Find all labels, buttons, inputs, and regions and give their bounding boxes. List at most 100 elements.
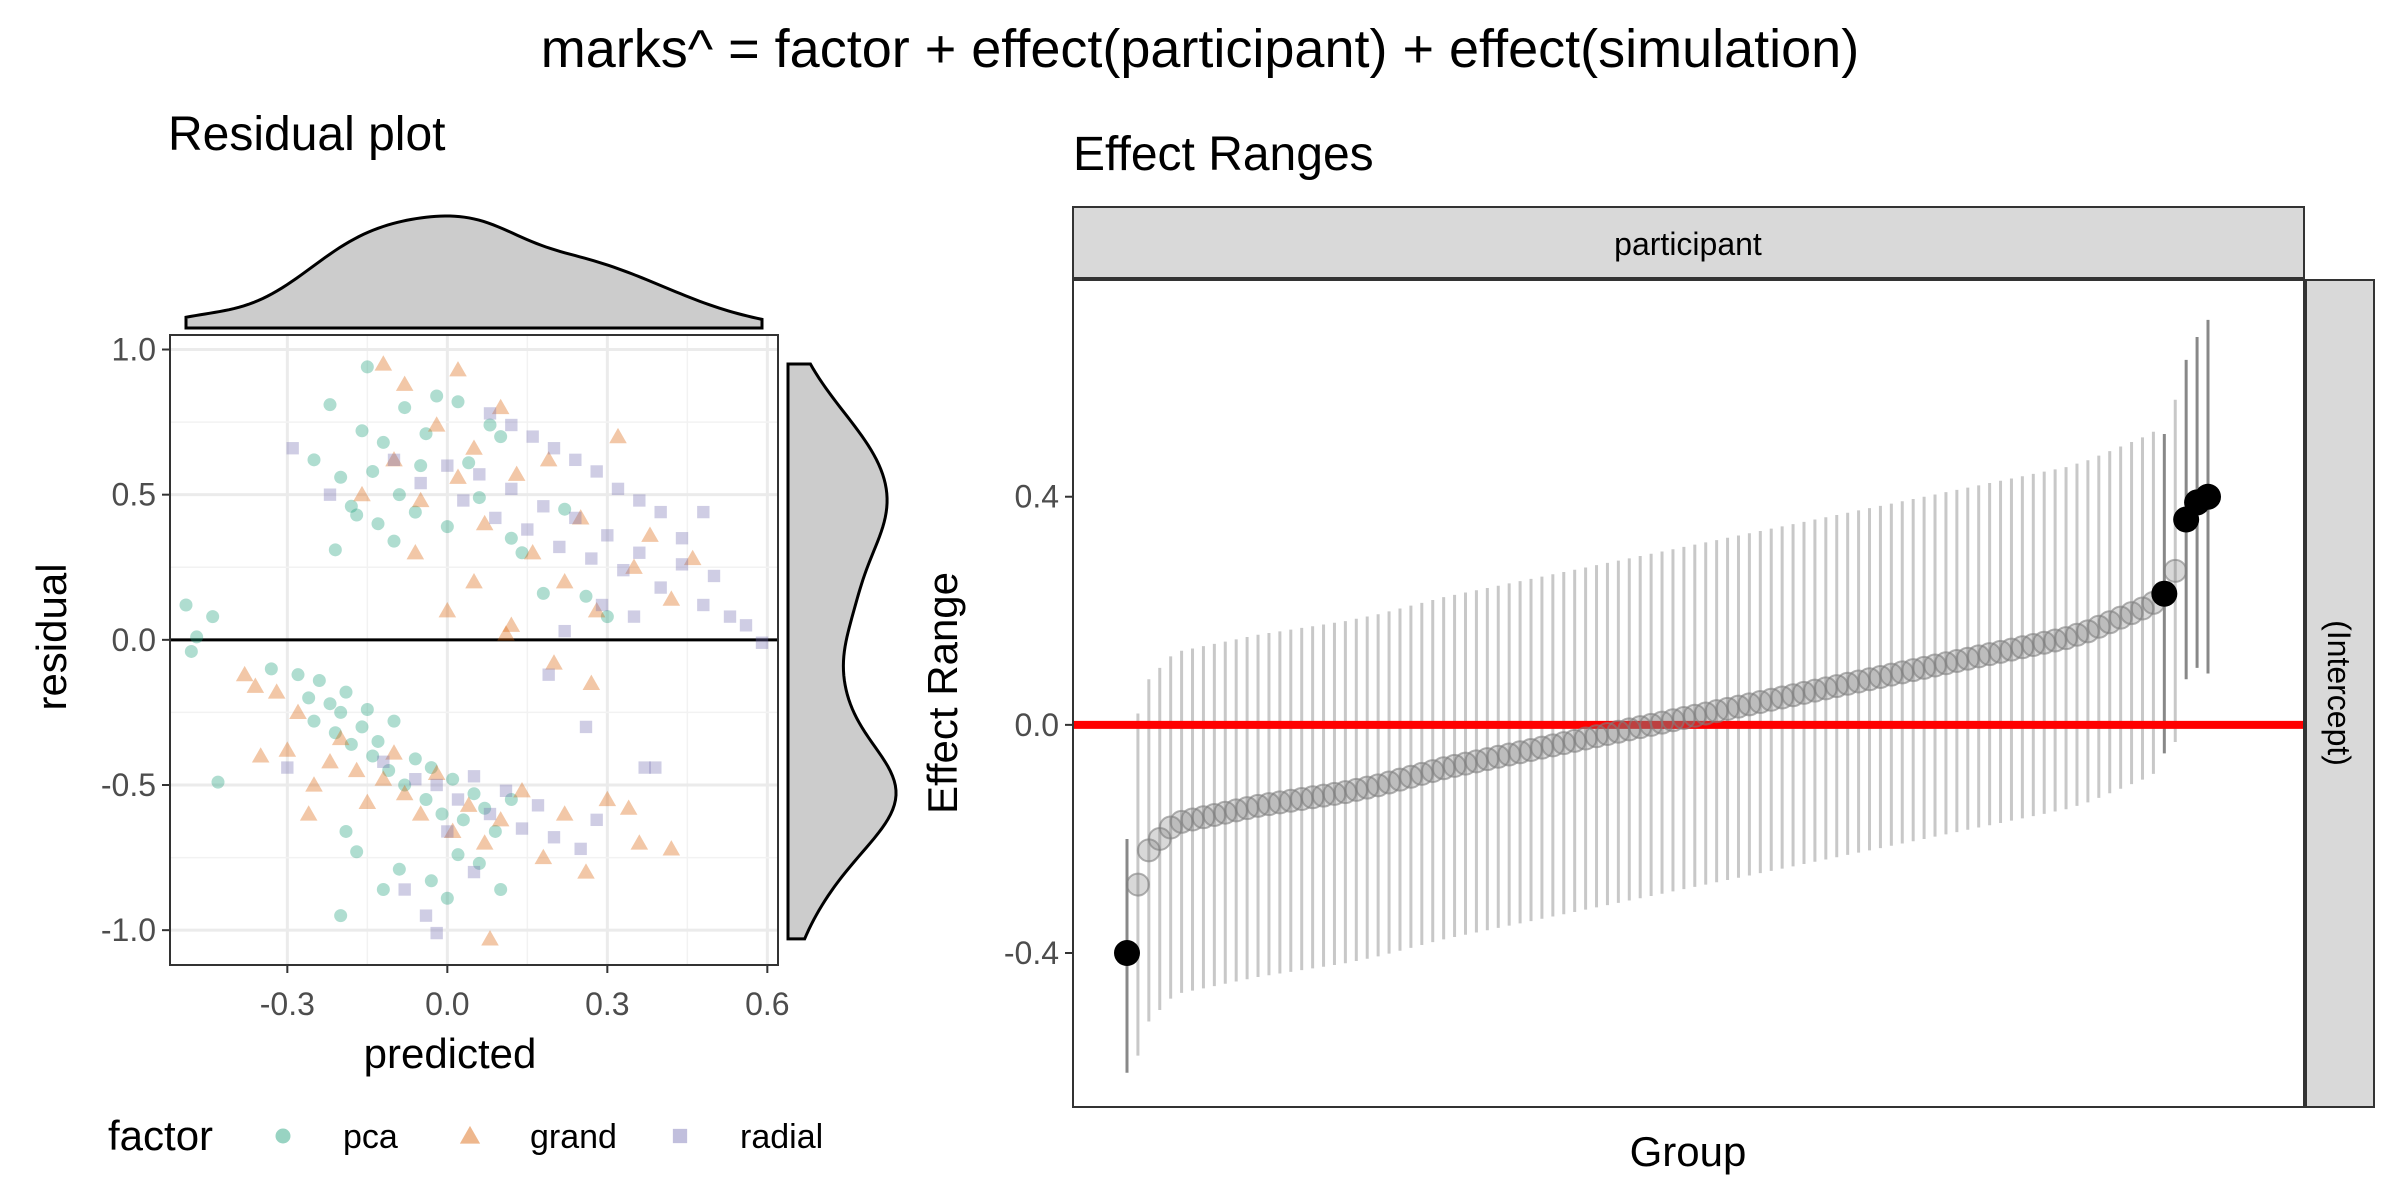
grand-point	[481, 930, 499, 946]
residual-plot-title: Residual plot	[168, 108, 446, 161]
grand-point	[502, 616, 521, 632]
facet-strip-right	[2305, 279, 2375, 1108]
grand-point	[491, 811, 510, 827]
pca-point	[371, 734, 385, 748]
y-tick-label: 1.0	[112, 332, 156, 368]
radial-point	[579, 720, 593, 734]
y-tick-label: -1.0	[101, 912, 156, 948]
radial-point	[323, 488, 337, 501]
y-tick-label: -0.5	[101, 767, 156, 803]
x-tick-label: -0.3	[260, 986, 315, 1022]
grand-point	[662, 590, 681, 606]
radial-point	[585, 552, 598, 565]
grand-point	[577, 863, 595, 879]
grand-point	[246, 677, 265, 693]
legend-label: radial	[740, 1118, 823, 1156]
pca-point	[472, 491, 486, 505]
pca-point	[600, 610, 614, 624]
radial-point	[627, 610, 641, 623]
grand-point	[523, 543, 542, 560]
y-tick-label: 0.0	[112, 622, 156, 658]
pca-point	[376, 435, 390, 449]
radial-point	[601, 529, 614, 542]
legend-label: pca	[343, 1118, 398, 1156]
radial-point	[595, 598, 609, 612]
grand-point	[534, 848, 553, 865]
residual-x-ticks: -0.3 0.0 0.3 0.6	[260, 965, 790, 1022]
grand-point	[641, 526, 659, 542]
radial-point	[526, 430, 539, 443]
grand-point	[475, 514, 494, 531]
radial-point	[553, 540, 566, 554]
grand-point	[609, 427, 627, 444]
radial-point	[649, 761, 662, 774]
x-tick-label: 0.6	[745, 986, 789, 1022]
pca-point	[472, 856, 486, 870]
grand-point	[267, 683, 286, 699]
effect-y-tick-label: 0.0	[1015, 707, 1059, 743]
grand-point	[497, 625, 515, 641]
pca-point	[206, 610, 220, 624]
pca-point	[211, 775, 225, 789]
radial-point	[531, 799, 545, 812]
grand-point	[465, 439, 483, 455]
effect-points	[1114, 483, 2221, 967]
pca-point	[334, 470, 348, 484]
radial-point	[675, 532, 689, 545]
effect-y-label: Effect Range	[919, 572, 966, 814]
pca-point	[494, 430, 508, 444]
grand-point	[331, 729, 350, 746]
pca-point	[344, 737, 358, 751]
grand-point	[374, 770, 393, 786]
pca-point	[392, 488, 406, 502]
grand-point	[353, 485, 371, 502]
effect-point	[1125, 872, 1150, 897]
pca-point	[382, 763, 396, 777]
radial-point	[633, 494, 646, 507]
residual-panel-frame	[169, 334, 779, 966]
pca-point	[366, 749, 380, 763]
grand-point	[465, 572, 483, 589]
effect-panel-frame	[1072, 279, 2305, 1108]
pca-point	[307, 714, 321, 728]
pca-point	[419, 427, 433, 441]
pca-point	[302, 691, 316, 705]
radial-point	[515, 822, 529, 835]
radial-point	[723, 610, 737, 623]
grand-point	[427, 416, 446, 432]
radial-point	[398, 883, 411, 896]
pca-point	[366, 464, 380, 478]
radial-point	[574, 842, 587, 856]
radial-point	[697, 598, 710, 612]
grand-point	[443, 822, 462, 839]
grand-point	[555, 805, 574, 821]
effect-y-tick-label: -0.4	[1004, 935, 1059, 971]
radial-point	[430, 778, 443, 792]
grand-point	[625, 558, 643, 574]
effect-point	[2130, 596, 2155, 621]
radial-point	[654, 581, 667, 594]
pca-point	[408, 752, 422, 766]
pca-point	[456, 813, 470, 827]
grand-point	[385, 744, 403, 760]
grand-point	[475, 834, 494, 850]
radial-point	[286, 442, 299, 455]
pca-point	[398, 401, 412, 415]
grand-point	[299, 805, 318, 821]
radial-point	[590, 465, 603, 478]
pca-point	[355, 720, 369, 734]
residual-y-ticks: -1.0 -0.5 0.0 0.5 1.0	[101, 332, 170, 948]
grand-point	[513, 782, 531, 798]
pca-point	[291, 668, 305, 682]
pca-point	[360, 360, 374, 374]
x-marginal-density	[184, 214, 764, 330]
pca-point	[483, 418, 497, 432]
radial-point	[611, 482, 625, 496]
radial-point	[489, 511, 502, 525]
grand-point	[395, 375, 414, 391]
radial-point	[377, 755, 390, 768]
radial-point	[739, 619, 753, 632]
pca-point	[435, 807, 449, 821]
radial-point	[590, 813, 603, 827]
pca-point	[462, 456, 476, 470]
